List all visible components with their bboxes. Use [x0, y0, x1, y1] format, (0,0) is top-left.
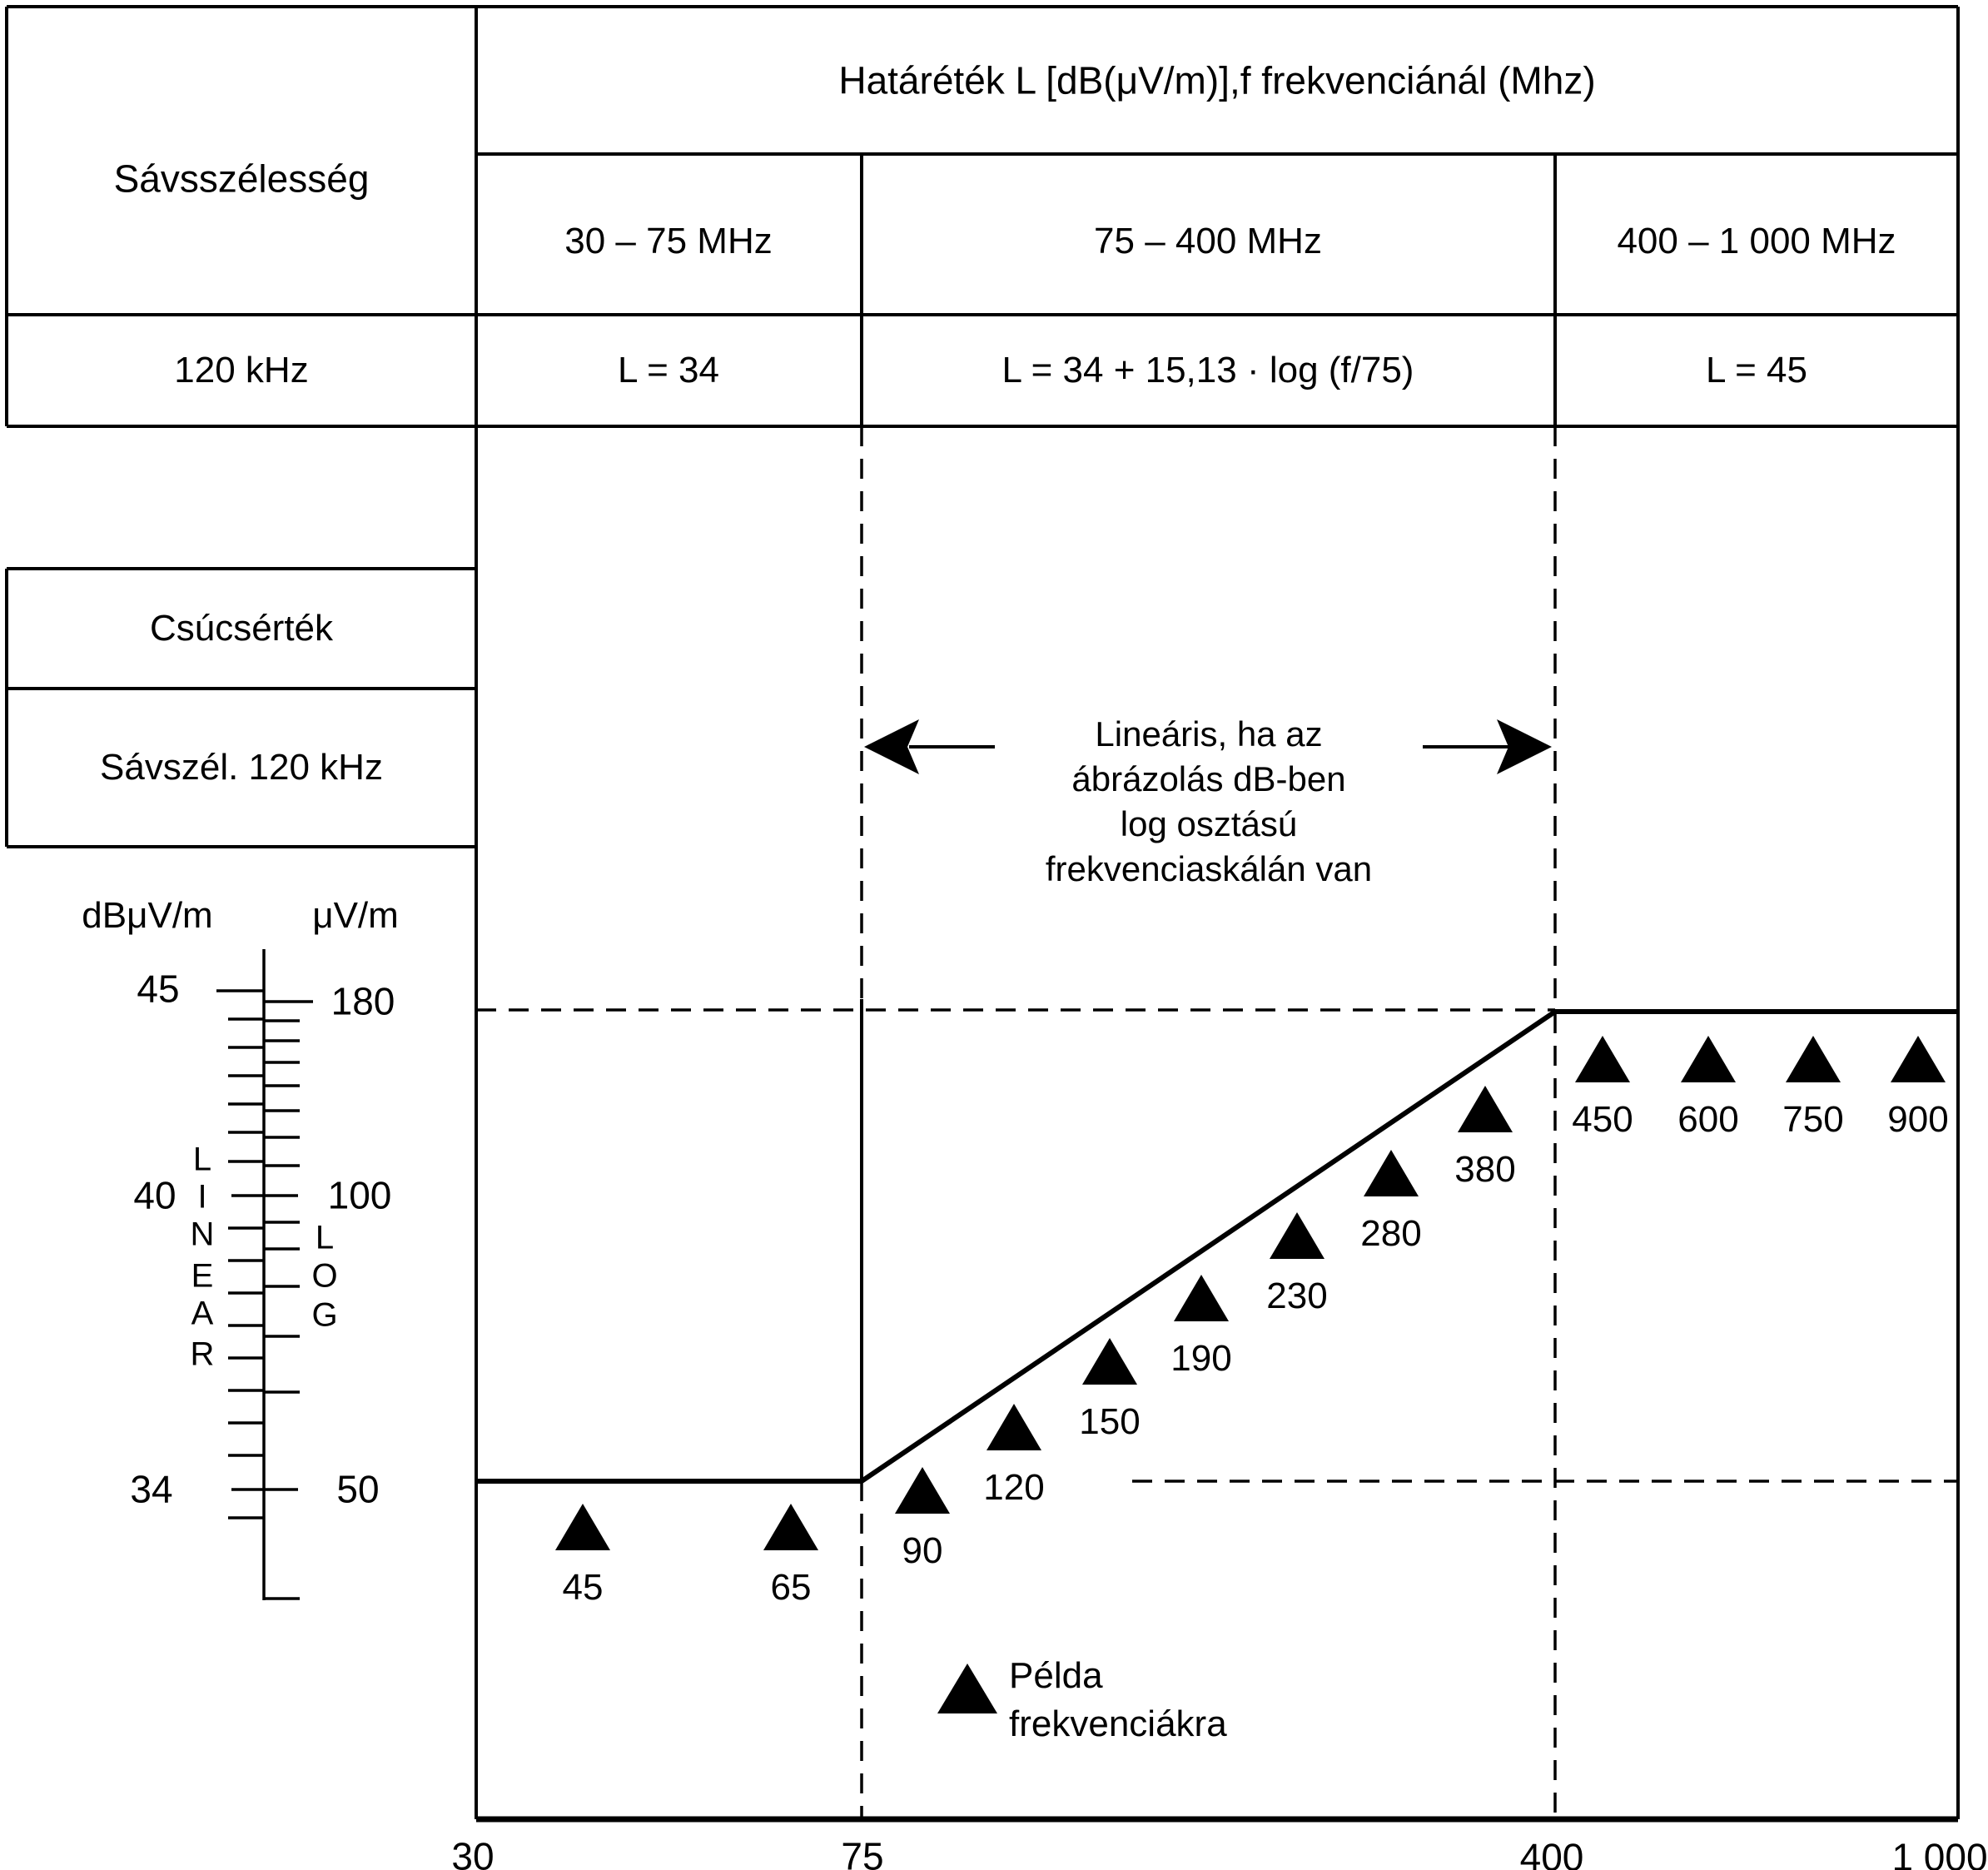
db-tick-45: 45	[137, 967, 180, 1011]
example-frequency-label: 90	[902, 1530, 943, 1571]
limit-formula-75-400: L = 34 + 15,13 · log (f/75)	[1001, 349, 1414, 390]
dashed-guides	[476, 426, 1958, 1819]
linear-scale-letter: L	[192, 1141, 212, 1178]
linear-scale-letter: N	[190, 1216, 215, 1253]
x-tick-75: 75	[841, 1834, 884, 1870]
limit-line	[476, 1009, 1958, 1484]
example-triangle-icon	[1270, 1212, 1325, 1259]
right-arrow-icon	[1497, 719, 1552, 774]
legend-triangle-icon	[937, 1664, 997, 1713]
axis-unit-dbuvm: dBμV/m	[82, 894, 213, 936]
example-triangle-icon	[1681, 1036, 1736, 1082]
x-tick-1000: 1 000	[1891, 1835, 1988, 1870]
example-triangle-icon	[1891, 1036, 1946, 1082]
bandwidth-value: 120 kHz	[174, 349, 309, 390]
example-triangle-icon	[1082, 1338, 1137, 1385]
linear-log-annotation: Lineáris, ha az ábrázolás dB-ben log osz…	[1045, 714, 1373, 888]
left-arrow-icon	[864, 719, 919, 774]
log-scale-letter: L	[315, 1219, 335, 1256]
example-triangle-icon	[763, 1504, 818, 1550]
table-header-title: Határéték L [dB(μV/m)],f frekvenciánál (…	[838, 58, 1596, 102]
example-frequency-label: 45	[562, 1567, 604, 1608]
example-frequency-label: 900	[1887, 1099, 1949, 1140]
bandwidth-120khz-label: Sávszél. 120 kHz	[100, 746, 383, 788]
example-triangle-icon	[1364, 1150, 1419, 1196]
log-scale-letter: G	[311, 1296, 338, 1334]
example-frequency-label: 450	[1572, 1099, 1633, 1140]
example-frequency-label: 380	[1454, 1149, 1516, 1190]
example-frequency-label: 190	[1170, 1338, 1232, 1379]
example-triangles	[555, 1036, 1946, 1550]
legend-label: Példa frekvenciákra	[1009, 1655, 1227, 1744]
example-triangle-icon	[1458, 1086, 1513, 1132]
row-header-bandwidth: Sávsszélesség	[113, 157, 370, 201]
example-frequency-label: 150	[1079, 1401, 1141, 1442]
example-frequency-label: 230	[1266, 1276, 1328, 1316]
example-frequency-label: 600	[1677, 1099, 1739, 1140]
column-header-30-75: 30 – 75 MHz	[564, 220, 773, 261]
linear-scale-letter: E	[191, 1257, 214, 1295]
x-tick-400: 400	[1519, 1835, 1584, 1870]
column-header-75-400: 75 – 400 MHz	[1094, 220, 1322, 261]
uvm-tick-50: 50	[336, 1467, 380, 1511]
axis-unit-uvm: μV/m	[312, 894, 399, 936]
column-header-400-1000: 400 – 1 000 MHz	[1617, 220, 1896, 261]
db-tick-34: 34	[130, 1467, 173, 1511]
example-triangle-icon	[987, 1404, 1041, 1450]
annotation-arrows	[864, 719, 1552, 774]
example-triangle-icon	[1174, 1275, 1229, 1321]
example-triangle-icon	[1786, 1036, 1841, 1082]
linear-scale-letter: I	[197, 1178, 207, 1216]
uvm-tick-100: 100	[327, 1173, 392, 1217]
limit-formula-400-1000: L = 45	[1706, 349, 1807, 390]
uvm-tick-180: 180	[331, 979, 395, 1023]
limit-formula-30-75: L = 34	[618, 349, 719, 390]
example-triangle-icon	[555, 1504, 610, 1550]
linear-scale-letter: R	[190, 1335, 215, 1373]
example-frequency-label: 750	[1782, 1099, 1844, 1140]
example-frequency-label: 120	[983, 1467, 1045, 1508]
x-tick-30: 30	[451, 1834, 495, 1870]
table-borders	[5, 5, 1960, 1819]
db-tick-40: 40	[133, 1173, 176, 1217]
example-frequency-label: 280	[1360, 1213, 1422, 1254]
log-scale-letter: O	[311, 1257, 338, 1295]
linear-scale-letter: A	[191, 1295, 214, 1332]
example-triangle-icon	[895, 1467, 950, 1514]
ruler-ticks	[216, 989, 313, 1600]
peak-value-label: Csúcsérték	[149, 607, 334, 649]
example-frequency-label: 65	[770, 1567, 812, 1608]
example-triangle-icon	[1575, 1036, 1630, 1082]
